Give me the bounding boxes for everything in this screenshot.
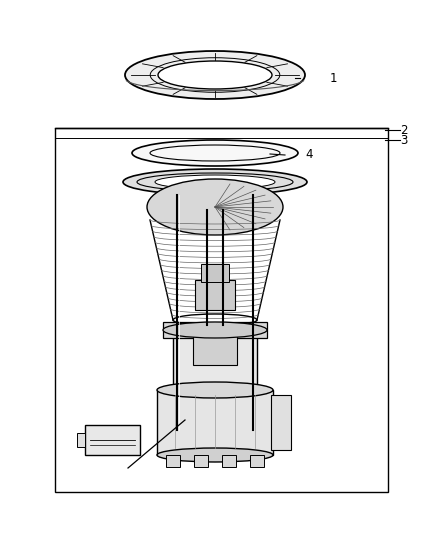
Text: 3: 3 [400, 133, 407, 147]
Bar [193, 335, 237, 365]
Bar [250, 455, 264, 467]
Bar [201, 264, 229, 282]
Ellipse shape [157, 448, 273, 462]
Ellipse shape [158, 61, 272, 89]
Ellipse shape [147, 179, 283, 235]
Ellipse shape [123, 169, 307, 195]
Bar [85, 425, 140, 455]
Text: 1: 1 [330, 71, 338, 85]
Text: 4: 4 [305, 149, 312, 161]
Ellipse shape [125, 51, 305, 99]
Bar [163, 322, 267, 338]
Bar [55, 128, 388, 492]
Bar [194, 455, 208, 467]
Bar [195, 280, 235, 310]
Bar [222, 455, 236, 467]
Ellipse shape [155, 175, 275, 189]
Ellipse shape [163, 322, 267, 338]
Ellipse shape [132, 140, 298, 166]
Bar [77, 433, 85, 447]
Bar [157, 390, 273, 455]
Ellipse shape [157, 382, 273, 398]
Bar [173, 330, 257, 430]
Bar [166, 455, 180, 467]
Bar [271, 395, 291, 450]
Text: 2: 2 [400, 124, 407, 136]
